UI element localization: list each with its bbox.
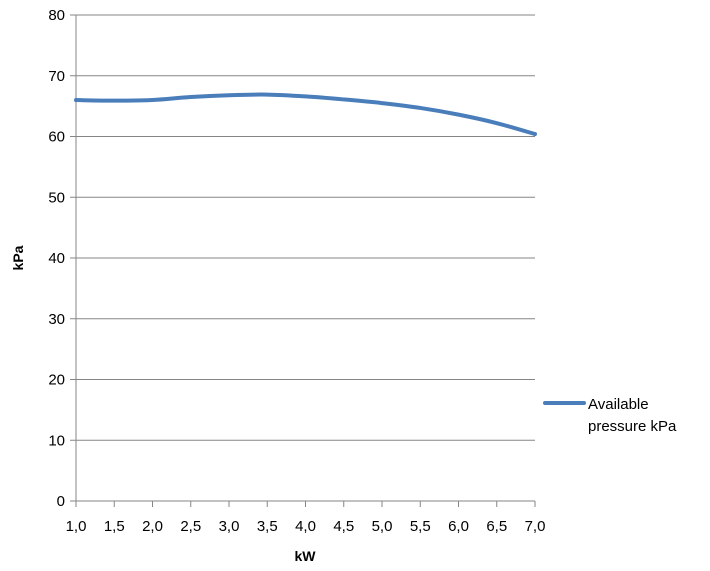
x-axis-title: kW xyxy=(295,548,317,564)
y-tick-label: 80 xyxy=(48,7,65,24)
legend-label-continued: pressure kPa xyxy=(588,418,677,435)
series-lines xyxy=(74,92,537,137)
gridlines xyxy=(76,14,535,502)
series-line xyxy=(74,92,537,137)
x-tick-label: 6,0 xyxy=(448,518,469,535)
x-tick-label: 4,0 xyxy=(295,518,316,535)
x-tick-labels: 1,0 1,5 2,0 2,5 3,0 3,5 4,0 4,5 5,0 5,5 6,0 6,5 7,0 xyxy=(66,518,546,535)
x-tick-label: 6,5 xyxy=(486,518,507,535)
y-tick-label: 10 xyxy=(48,432,65,449)
y-tick-labels: 0 10 20 30 40 50 60 70 80 xyxy=(48,7,65,510)
x-tick-label: 2,0 xyxy=(142,518,163,535)
y-axis-title: kPa xyxy=(10,245,26,270)
y-tick-label: 50 xyxy=(48,189,65,206)
x-tick-label: 1,0 xyxy=(66,518,87,535)
x-tick-label: 5,0 xyxy=(372,518,393,535)
y-tick-label: 40 xyxy=(48,250,65,267)
y-tick-label: 30 xyxy=(48,311,65,328)
legend-label: Available xyxy=(588,396,649,413)
x-tick-label: 1,5 xyxy=(104,518,125,535)
y-tick-label: 70 xyxy=(48,68,65,85)
x-tick-label: 3,0 xyxy=(219,518,240,535)
x-tick-label: 2,5 xyxy=(180,518,201,535)
x-tick-label: 5,5 xyxy=(410,518,431,535)
axes xyxy=(70,14,536,507)
legend: Available pressure kPa xyxy=(543,396,677,435)
x-tick-label: 4,5 xyxy=(333,518,354,535)
y-tick-label: 20 xyxy=(48,372,65,389)
y-tick-label: 0 xyxy=(57,493,65,510)
y-tick-label: 60 xyxy=(48,129,65,146)
x-tick-label: 3,5 xyxy=(257,518,278,535)
x-tick-label: 7,0 xyxy=(525,518,546,535)
